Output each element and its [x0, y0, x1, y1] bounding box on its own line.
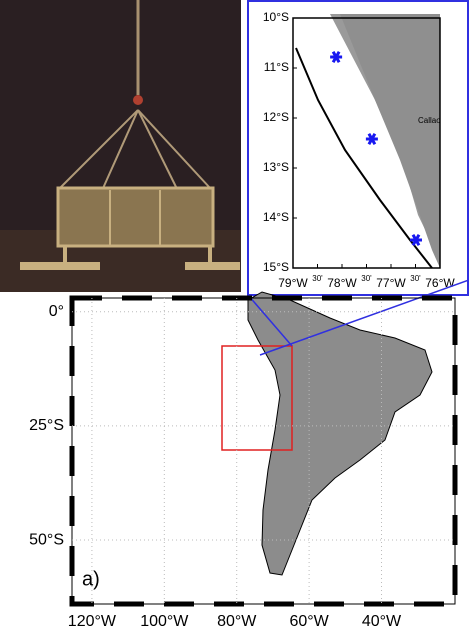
- y-tick-label: 15°S: [263, 260, 289, 274]
- x-tick-label: 76°W: [425, 276, 455, 290]
- figure: 79°W 30' 78°W 30' 77°W 30' 76°W 10°S 11°S 12°S 13°…: [0, 0, 469, 637]
- x-tick-label: 30': [312, 274, 323, 283]
- place-label: Callao: [418, 116, 441, 125]
- x-tick-label: 80°W: [217, 613, 257, 630]
- x-tick-label: 77°W: [376, 276, 406, 290]
- x-tick-label: 78°W: [327, 276, 357, 290]
- x-tick-label: 40°W: [362, 613, 402, 630]
- photo: [0, 0, 241, 292]
- y-tick-label: 13°S: [263, 160, 289, 174]
- y-tick-label: 14°S: [263, 210, 289, 224]
- x-tick-label: 79°W: [278, 276, 308, 290]
- main-map: a): [72, 280, 469, 604]
- y-tick-label: 12°S: [263, 110, 289, 124]
- y-tick-label: 10°S: [263, 10, 289, 24]
- x-tick-label: 120°W: [68, 613, 117, 630]
- x-tick-label: 60°W: [289, 613, 329, 630]
- page: {"main_map": {"panel_label": "a)", "xlim…: [0, 0, 469, 637]
- south-america: [248, 292, 432, 575]
- x-tick-label: 30': [410, 274, 421, 283]
- x-tick-label: 30': [361, 274, 372, 283]
- y-tick-label: 11°S: [264, 60, 289, 74]
- panel-label: a): [82, 568, 100, 590]
- y-tick-label: 25°S: [29, 417, 64, 434]
- y-tick-label: 50°S: [29, 531, 64, 548]
- x-tick-label: 100°W: [140, 613, 189, 630]
- y-tick-label: 0°: [49, 303, 64, 320]
